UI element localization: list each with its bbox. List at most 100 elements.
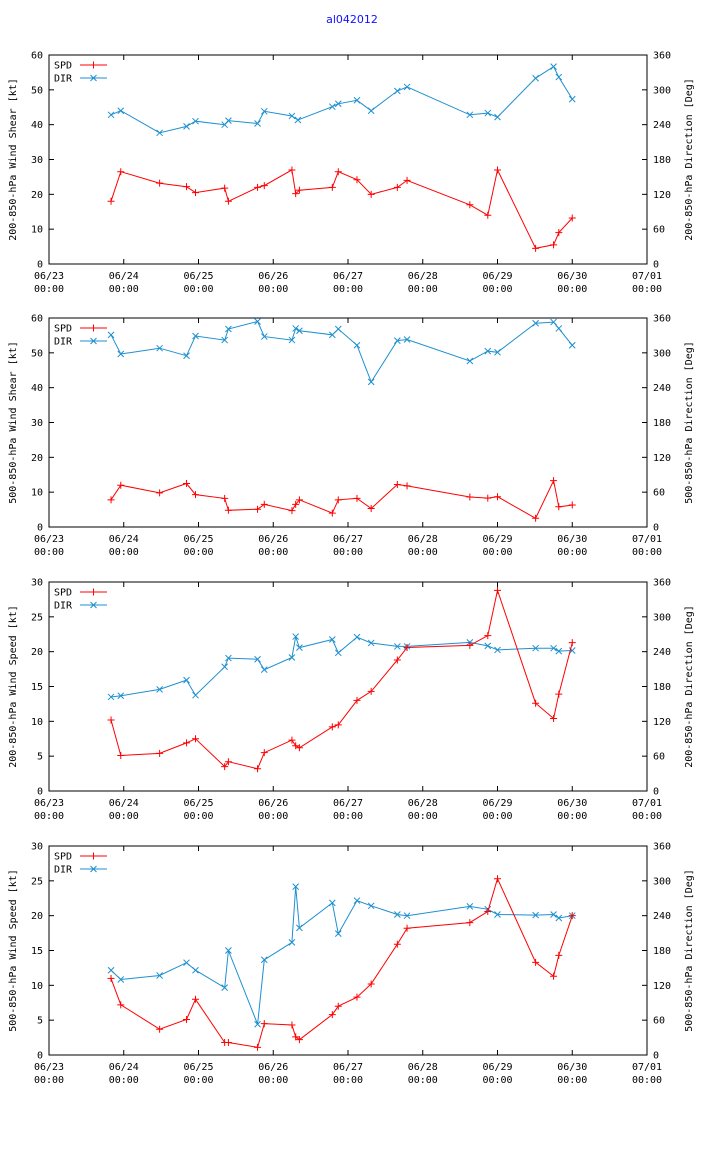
dir-point bbox=[555, 647, 563, 655]
x-tick-date: 06/25 bbox=[183, 271, 213, 282]
left-tick-label: 30 bbox=[31, 578, 43, 589]
right-tick-label: 0 bbox=[653, 1051, 659, 1062]
dir-point bbox=[107, 111, 115, 119]
spd-point bbox=[555, 690, 563, 698]
spd-point bbox=[292, 1033, 300, 1041]
spd-point bbox=[494, 875, 501, 883]
dir-point bbox=[183, 123, 190, 130]
legend-label-spd: SPD bbox=[54, 324, 72, 335]
dir-point bbox=[532, 319, 539, 327]
plot-frame bbox=[48, 581, 648, 792]
dir-point bbox=[260, 666, 268, 674]
right-tick-label: 60 bbox=[653, 1016, 665, 1027]
spd-point bbox=[532, 958, 540, 966]
y-axis-label-right: 200-850-hPa Direction [Deg] bbox=[684, 605, 695, 768]
x-tick-date: 06/24 bbox=[109, 1062, 139, 1073]
legend-marker-spd bbox=[90, 61, 97, 69]
spd-point bbox=[254, 183, 262, 191]
dir-point bbox=[494, 911, 501, 918]
legend-marker-spd bbox=[90, 588, 97, 596]
x-tick-time: 00:00 bbox=[408, 547, 438, 558]
spd-point bbox=[117, 1001, 125, 1009]
spd-point bbox=[494, 493, 501, 501]
x-tick-time: 00:00 bbox=[34, 284, 64, 295]
x-tick-date: 06/26 bbox=[258, 534, 288, 545]
dir-point bbox=[221, 336, 229, 344]
spd-point bbox=[353, 993, 361, 1001]
legend-label-spd: SPD bbox=[54, 588, 72, 599]
spd-point bbox=[156, 749, 164, 757]
right-tick-label: 300 bbox=[653, 876, 671, 887]
dir-point bbox=[328, 331, 336, 339]
x-tick-time: 00:00 bbox=[408, 811, 438, 822]
dir-point bbox=[466, 111, 474, 119]
x-tick-time: 00:00 bbox=[109, 811, 139, 822]
spd-point bbox=[117, 481, 125, 489]
legend-label-dir: DIR bbox=[54, 865, 73, 876]
dir-point bbox=[294, 116, 302, 124]
spd-point bbox=[156, 179, 164, 187]
spd-point bbox=[403, 924, 411, 932]
x-tick-date: 06/23 bbox=[34, 798, 64, 809]
right-tick-label: 180 bbox=[653, 418, 671, 429]
dir-point bbox=[403, 83, 411, 91]
x-tick-time: 00:00 bbox=[333, 284, 363, 295]
dir-series-line bbox=[110, 886, 573, 1025]
spd-point bbox=[254, 765, 262, 773]
dir-point bbox=[292, 325, 300, 332]
x-tick-time: 00:00 bbox=[333, 547, 363, 558]
y-axis-label-right: 500-850-hPa Direction [Deg] bbox=[684, 341, 695, 504]
right-tick-label: 240 bbox=[653, 647, 671, 658]
x-tick-date: 06/23 bbox=[34, 1062, 64, 1073]
dir-point bbox=[296, 924, 303, 932]
dir-point bbox=[532, 911, 539, 919]
x-tick-date: 06/26 bbox=[258, 271, 288, 282]
x-tick-date: 06/29 bbox=[482, 1062, 512, 1073]
y-axis-label-left: 200-850-hPa Wind Speed [kt] bbox=[8, 605, 19, 768]
x-tick-date: 07/01 bbox=[632, 534, 662, 545]
spd-point bbox=[192, 189, 200, 197]
spd-point bbox=[221, 763, 229, 771]
dir-point bbox=[484, 347, 492, 355]
dir-point bbox=[403, 912, 411, 920]
plot-frame bbox=[48, 317, 648, 528]
x-tick-date: 06/28 bbox=[408, 1062, 438, 1073]
dir-point bbox=[107, 966, 115, 974]
x-tick-date: 06/23 bbox=[34, 271, 64, 282]
spd-point bbox=[156, 489, 164, 497]
right-tick-label: 60 bbox=[653, 225, 665, 236]
spd-point bbox=[367, 980, 375, 988]
dir-point bbox=[254, 655, 261, 663]
x-tick-time: 00:00 bbox=[34, 547, 64, 558]
spd-point bbox=[532, 244, 540, 252]
x-tick-time: 00:00 bbox=[258, 1075, 288, 1086]
dir-point bbox=[568, 341, 576, 349]
dir-point bbox=[328, 636, 336, 643]
spd-point bbox=[393, 183, 401, 191]
dir-point bbox=[334, 100, 342, 108]
left-tick-label: 25 bbox=[31, 876, 43, 887]
spd-point bbox=[484, 632, 492, 640]
spd-point bbox=[292, 190, 300, 198]
dir-point bbox=[107, 331, 115, 339]
spd-point bbox=[156, 1025, 164, 1033]
x-tick-date: 06/29 bbox=[482, 534, 512, 545]
x-tick-time: 00:00 bbox=[408, 284, 438, 295]
x-tick-date: 06/29 bbox=[482, 798, 512, 809]
dir-point bbox=[532, 644, 539, 652]
dir-point bbox=[494, 646, 501, 654]
dir-point bbox=[334, 930, 342, 938]
right-tick-label: 0 bbox=[653, 787, 659, 798]
spd-point bbox=[403, 176, 411, 184]
spd-point bbox=[224, 506, 232, 514]
spd-point bbox=[550, 241, 558, 249]
x-tick-time: 00:00 bbox=[109, 547, 139, 558]
spd-point bbox=[221, 494, 229, 502]
spd-point bbox=[183, 479, 191, 487]
x-tick-date: 06/26 bbox=[258, 1062, 288, 1073]
dir-point bbox=[555, 73, 563, 81]
dir-point bbox=[225, 654, 232, 662]
spd-point bbox=[107, 716, 115, 724]
left-tick-label: 20 bbox=[31, 453, 43, 464]
